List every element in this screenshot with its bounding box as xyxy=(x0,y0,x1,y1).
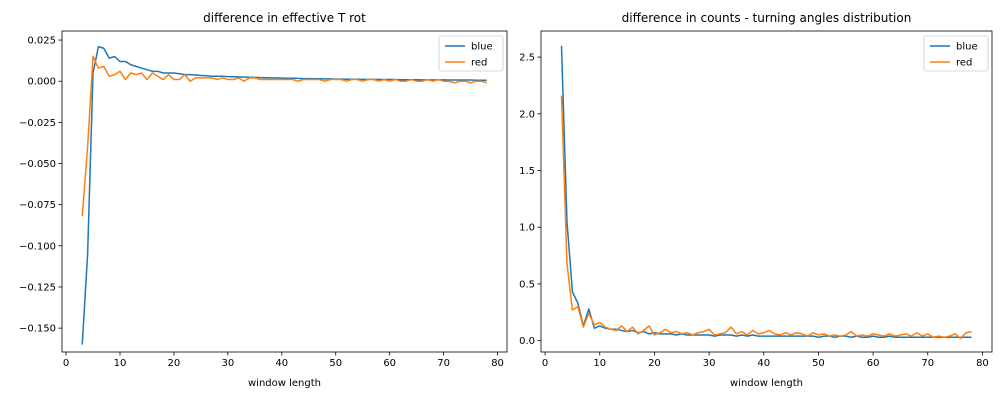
x-tick-label: 70 xyxy=(437,358,450,369)
legend-label-red: red xyxy=(471,58,487,69)
x-tick-label: 40 xyxy=(275,358,288,369)
legend-label-blue: blue xyxy=(471,42,493,53)
axes-frame xyxy=(61,30,508,353)
chart-turning-angles-counts: difference in counts - turning angles di… xyxy=(519,11,993,389)
x-tick-label: 30 xyxy=(703,358,716,369)
legend: blue red xyxy=(438,35,504,72)
x-axis-label: window length xyxy=(730,378,803,389)
x-tick-label: 40 xyxy=(757,358,770,369)
y-tick-label: 1.5 xyxy=(519,166,535,177)
x-tick-label: 70 xyxy=(921,358,934,369)
x-tick-label: 20 xyxy=(168,358,181,369)
y-tick-label: 2.5 xyxy=(519,53,535,64)
series-line-red xyxy=(81,55,487,217)
x-tick-label: 10 xyxy=(593,358,606,369)
series-line-red xyxy=(560,95,972,340)
legend-label-red: red xyxy=(956,58,972,69)
y-tick-label: −0.100 xyxy=(19,241,56,252)
legend-label-blue: blue xyxy=(956,42,978,53)
y-tick-label: −0.075 xyxy=(19,200,56,211)
legend: blue red xyxy=(923,35,989,72)
x-tick-label: 0 xyxy=(63,358,69,369)
chart-title: difference in counts - turning angles di… xyxy=(622,11,912,25)
plot-area: 0 10 20 30 40 50 60 70 80 −0.150 −0.125 −0.100 −0.07… xyxy=(19,30,508,369)
y-tick-label: −0.025 xyxy=(19,118,56,129)
x-tick-label: 80 xyxy=(491,358,504,369)
series-line-blue xyxy=(560,45,972,338)
x-axis-label: window length xyxy=(248,378,321,389)
plot-area: 0 10 20 30 40 50 60 70 80 0.0 0.5 1.0 1.5 2.0 2.5 blue r… xyxy=(519,30,993,369)
series-line-blue xyxy=(81,45,487,345)
x-tick-label: 80 xyxy=(976,358,989,369)
y-tick-label: −0.150 xyxy=(19,324,56,335)
axes-frame xyxy=(540,30,993,353)
y-tick-label: 0.5 xyxy=(519,279,535,290)
x-tick-label: 50 xyxy=(812,358,825,369)
y-tick-label: 2.0 xyxy=(519,109,535,120)
y-tick-label: −0.125 xyxy=(19,282,56,293)
y-tick-label: 0.000 xyxy=(27,77,56,88)
chart-title: difference in effective T rot xyxy=(203,11,366,25)
x-tick-label: 60 xyxy=(867,358,880,369)
chart-effective-t-rot: difference in effective T rot 0 10 20 30 40 5… xyxy=(19,11,508,389)
x-tick-label: 30 xyxy=(221,358,234,369)
x-tick-label: 10 xyxy=(114,358,127,369)
y-tick-label: 0.025 xyxy=(27,36,56,47)
x-tick-label: 60 xyxy=(383,358,396,369)
y-tick-label: 0.0 xyxy=(519,336,535,347)
x-tick-label: 0 xyxy=(542,358,548,369)
x-tick-label: 50 xyxy=(329,358,342,369)
y-tick-label: 1.0 xyxy=(519,223,535,234)
y-tick-label: −0.050 xyxy=(19,159,56,170)
x-tick-label: 20 xyxy=(648,358,661,369)
